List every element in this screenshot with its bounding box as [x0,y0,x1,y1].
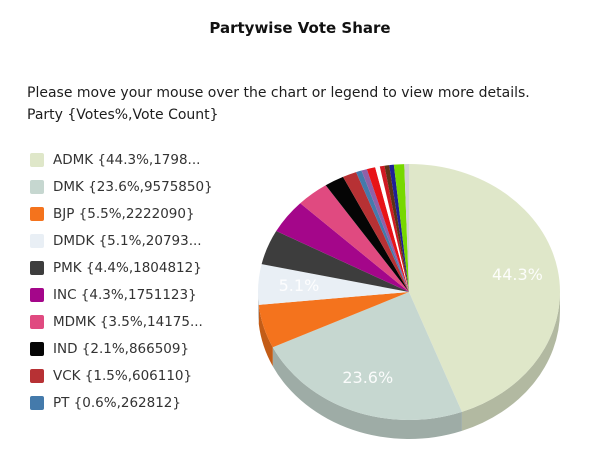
legend-item-mdmk[interactable]: MDMK {3.5%,14175... [30,308,213,335]
instructions-line2: Party {Votes%,Vote Count} [27,107,219,123]
legend-swatch [30,260,44,275]
pie-slice-segment-14[interactable] [384,165,409,292]
legend-label: DMK {23.6%,9575850} [53,178,213,195]
legend-label: PMK {4.4%,1804812} [53,259,202,276]
legend-label: IND {2.1%,866509} [53,340,190,357]
legend-swatch [30,368,44,383]
legend-label: DMDK {5.1%,20793... [53,232,202,249]
legend-item-inc[interactable]: INC {4.3%,1751123} [30,281,213,308]
pie-slice-pt[interactable] [356,170,409,292]
legend-swatch [30,341,44,356]
legend-swatch [30,152,44,167]
pie-slice-pmk[interactable] [261,231,409,292]
legend-swatch [30,287,44,302]
legend-item-bjp[interactable]: BJP {5.5%,2222090} [30,200,213,227]
pie-slice-segment-10[interactable] [361,169,409,292]
legend-label: ADMK {44.3%,1798... [53,151,201,168]
pie-slice-segment-12[interactable] [375,166,409,292]
pie-slice-side-BJP [258,304,273,367]
pie-slice-segment-17[interactable] [404,164,409,292]
pie-slice-dmk[interactable] [272,292,462,420]
legend-item-pt[interactable]: PT {0.6%,262812} [30,389,213,416]
legend-swatch [30,206,44,221]
legend-swatch [30,233,44,248]
pie-slice-mdmk[interactable] [300,185,409,292]
pie-slice-label: 5.1% [279,276,320,295]
pie-slice-dmdk[interactable] [258,264,409,305]
pie-slice-inc[interactable] [276,203,409,292]
legend-label: PT {0.6%,262812} [53,394,181,411]
legend-swatch [30,179,44,194]
pie-slice-label: 44.3% [492,265,543,284]
legend-label: BJP {5.5%,2222090} [53,205,195,222]
pie-slice-side-ADMK [461,292,560,431]
legend-item-ind[interactable]: IND {2.1%,866509} [30,335,213,362]
legend-item-vck[interactable]: VCK {1.5%,606110} [30,362,213,389]
pie-slice-bjp[interactable] [258,292,409,348]
legend-item-dmk[interactable]: DMK {23.6%,9575850} [30,173,213,200]
legend-label: VCK {1.5%,606110} [53,367,193,384]
legend-item-dmdk[interactable]: DMDK {5.1%,20793... [30,227,213,254]
instructions-line1: Please move your mouse over the chart or… [27,85,530,101]
pie-slice-ind[interactable] [325,176,409,292]
legend: ADMK {44.3%,1798... DMK {23.6%,9575850} BJ… [30,146,213,416]
pie-slice-label: 23.6% [342,368,393,387]
legend-label: INC {4.3%,1751123} [53,286,197,303]
legend-swatch [30,314,44,329]
pie-slice-segment-15[interactable] [389,164,409,292]
pie-slice-segment-16[interactable] [393,164,409,292]
legend-swatch [30,395,44,410]
pie-slice-side-DMK [272,347,462,439]
legend-item-pmk[interactable]: PMK {4.4%,1804812} [30,254,213,281]
legend-label: MDMK {3.5%,14175... [53,313,203,330]
pie-slice-vck[interactable] [342,172,409,292]
instructions: Please move your mouse over the chart or… [27,82,530,126]
pie-slice-admk[interactable] [409,164,561,412]
pie-slice-segment-11[interactable] [366,167,409,292]
page-title: Partywise Vote Share [209,19,391,37]
pie-slice-segment-13[interactable] [379,165,409,292]
pie-slice-side-DMDK [258,292,259,324]
legend-item-admk[interactable]: ADMK {44.3%,1798... [30,146,213,173]
